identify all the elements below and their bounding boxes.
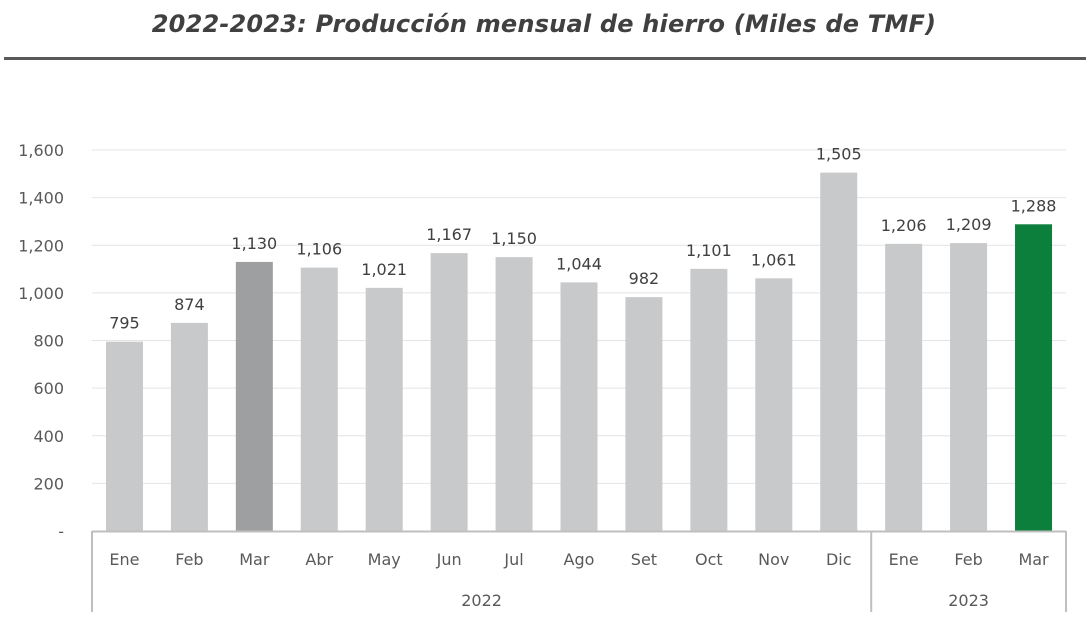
category-label: Feb bbox=[175, 550, 203, 569]
data-label: 1,206 bbox=[881, 216, 927, 235]
y-tick-label: 1,200 bbox=[18, 236, 64, 255]
bar bbox=[690, 268, 728, 531]
y-tick-label: 200 bbox=[33, 474, 64, 493]
bar bbox=[105, 341, 143, 531]
category-label: Dic bbox=[826, 550, 852, 569]
category-label: Ene bbox=[109, 550, 139, 569]
data-label: 1,061 bbox=[751, 250, 797, 269]
data-label: 795 bbox=[109, 314, 140, 333]
y-tick-label: 1,600 bbox=[18, 141, 64, 160]
bar bbox=[820, 172, 858, 531]
group-label: 2022 bbox=[461, 591, 502, 610]
category-label: Jun bbox=[436, 550, 462, 569]
category-label: Abr bbox=[305, 550, 333, 569]
category-label: Set bbox=[631, 550, 657, 569]
bar bbox=[170, 322, 208, 531]
bar bbox=[560, 282, 598, 531]
bar bbox=[950, 243, 988, 531]
y-tick-label: 800 bbox=[33, 332, 64, 351]
category-label: Ene bbox=[889, 550, 919, 569]
data-label: 1,150 bbox=[491, 229, 537, 248]
data-label: 1,106 bbox=[296, 240, 342, 259]
category-label: Mar bbox=[239, 550, 270, 569]
data-label: 1,288 bbox=[1011, 196, 1057, 215]
y-tick-label: - bbox=[58, 522, 64, 541]
bar bbox=[885, 243, 923, 532]
category-label: Ago bbox=[564, 550, 595, 569]
chart-title: 2022-2023: Producción mensual de hierro … bbox=[151, 10, 937, 38]
y-tick-label: 1,000 bbox=[18, 284, 64, 303]
category-label: Nov bbox=[758, 550, 789, 569]
bar bbox=[625, 297, 663, 531]
data-label: 874 bbox=[174, 295, 205, 314]
title-underline bbox=[4, 57, 1086, 60]
group-label: 2023 bbox=[948, 591, 989, 610]
bar bbox=[365, 287, 403, 531]
bar bbox=[300, 267, 338, 531]
data-label: 1,021 bbox=[361, 260, 407, 279]
y-tick-label: 1,400 bbox=[18, 189, 64, 208]
bar bbox=[495, 257, 533, 531]
data-label: 1,044 bbox=[556, 254, 602, 273]
data-label: 1,505 bbox=[816, 145, 862, 164]
category-label: Feb bbox=[954, 550, 982, 569]
category-label: Mar bbox=[1018, 550, 1049, 569]
data-label: 982 bbox=[629, 269, 660, 288]
bar bbox=[1015, 224, 1053, 532]
data-label: 1,209 bbox=[946, 215, 992, 234]
data-label: 1,101 bbox=[686, 241, 732, 260]
y-tick-label: 400 bbox=[33, 427, 64, 446]
bar bbox=[755, 278, 793, 531]
category-label: Jul bbox=[503, 550, 523, 569]
bar bbox=[430, 253, 468, 531]
bar bbox=[235, 261, 273, 531]
data-label: 1,167 bbox=[426, 225, 472, 244]
category-label: May bbox=[368, 550, 401, 569]
category-label: Oct bbox=[695, 550, 723, 569]
y-tick-label: 600 bbox=[33, 379, 64, 398]
data-label: 1,130 bbox=[231, 234, 277, 253]
